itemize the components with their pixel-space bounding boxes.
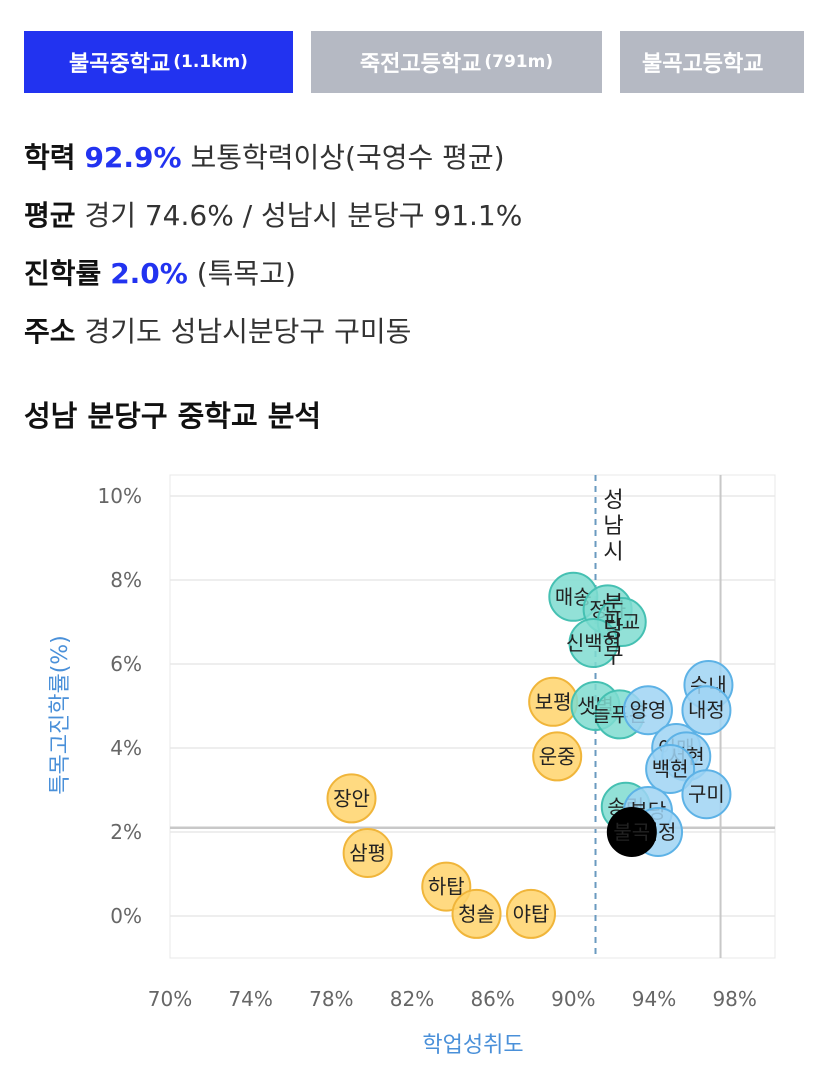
- data-point-bubble-0: [326, 773, 377, 824]
- data-point-bubble-10: [568, 618, 619, 668]
- data-point-14: 양영: [622, 685, 673, 736]
- scatter-chart: 장안삼평하탑청솔야탑보평운중매송정자판교신백현샛별늘푸른송림양영수내내정이매서현…: [48, 474, 776, 1058]
- data-point-6: 운중: [532, 731, 583, 782]
- data-point-1: 삼평: [342, 828, 393, 878]
- tab-school-1[interactable]: 죽전고등학교 (791m): [311, 31, 602, 93]
- data-point-label-0: 장안: [333, 786, 370, 810]
- data-point-label-4: 야탑: [513, 902, 550, 926]
- info-achievement: 학력 92.9% 보통학력이상(국영수 평균): [24, 140, 505, 176]
- tab-school-2[interactable]: 불곡고등학교: [620, 31, 804, 93]
- x-tick-label-0: 70%: [148, 987, 192, 1011]
- advancement-value: 2.0%: [110, 257, 188, 290]
- tab-school-0-name: 불곡중학교: [69, 52, 171, 77]
- average-key: 평균: [24, 199, 76, 232]
- district-average-label-char-6: 구: [603, 644, 623, 669]
- district-average-label-char-1: 남: [603, 514, 623, 539]
- district-average-label-char-0: 성: [603, 488, 623, 513]
- advancement-key: 진학률: [24, 257, 102, 290]
- tab-school-0[interactable]: 불곡중학교 (1.1km): [24, 31, 293, 93]
- school-tabs: 불곡중학교 (1.1km) 죽전고등학교 (791m) 불곡고등학교: [24, 31, 804, 93]
- data-point-label-2: 하탑: [428, 875, 465, 899]
- data-point-label-23: 불곡: [613, 820, 650, 844]
- data-point-bubble-4: [505, 888, 556, 939]
- y-tick-label-0: 0%: [110, 904, 142, 928]
- data-point-0: 장안: [326, 773, 377, 824]
- data-point-bubble-20: [681, 769, 732, 820]
- data-point-16: 내정: [681, 685, 732, 736]
- data-point-bubble-23: [606, 807, 657, 857]
- y-tick-label-2: 4%: [110, 736, 142, 760]
- district-average-label-char-4: 분: [603, 592, 623, 617]
- data-point-label-20: 구미: [688, 782, 725, 806]
- data-point-10: 신백현: [566, 618, 621, 668]
- x-tick-label-2: 78%: [309, 987, 353, 1011]
- district-average-label: 성남시 분당구: [603, 488, 623, 669]
- data-point-bubble-19: [645, 744, 696, 794]
- data-point-label-3: 청솔: [458, 902, 495, 926]
- district-average-label-char-2: 시: [603, 540, 623, 565]
- info-average: 평균 경기 74.6% / 성남시 분당구 91.1%: [24, 198, 522, 234]
- data-point-20: 구미: [681, 769, 732, 820]
- address-key: 주소: [24, 315, 76, 348]
- tab-school-2-name: 불곡고등학교: [642, 52, 764, 77]
- achievement-desc: 보통학력이상(국영수 평균): [190, 141, 505, 174]
- data-point-label-6: 운중: [539, 744, 576, 768]
- data-point-3: 청솔: [451, 888, 502, 939]
- achievement-value: 92.9%: [84, 141, 182, 174]
- data-point-label-14: 양영: [630, 698, 667, 722]
- advancement-desc: (특목고): [196, 257, 296, 290]
- address-desc: 경기도 성남시분당구 구미동: [84, 315, 412, 348]
- x-axis-label: 학업성취도: [422, 1033, 523, 1058]
- data-point-label-1: 삼평: [349, 841, 386, 865]
- y-tick-label-3: 6%: [110, 652, 142, 676]
- x-tick-label-7: 98%: [712, 987, 756, 1011]
- y-tick-label-4: 8%: [110, 568, 142, 592]
- plot-area: [169, 474, 776, 959]
- y-tick-label-1: 2%: [110, 820, 142, 844]
- x-tick-label-5: 90%: [551, 987, 595, 1011]
- x-tick-label-6: 94%: [632, 987, 676, 1011]
- info-address: 주소 경기도 성남시분당구 구미동: [24, 314, 411, 350]
- data-point-label-19: 백현: [652, 757, 689, 781]
- info-advancement: 진학률 2.0% (특목고): [24, 256, 296, 292]
- data-point-4: 야탑: [505, 888, 556, 939]
- data-point-5: 보평: [528, 676, 579, 727]
- data-point-bubble-1: [342, 828, 393, 878]
- x-tick-label-1: 74%: [228, 987, 272, 1011]
- data-point-label-16: 내정: [688, 698, 725, 722]
- average-desc: 경기 74.6% / 성남시 분당구 91.1%: [84, 199, 523, 232]
- tab-school-1-distance: (791m): [484, 52, 554, 72]
- achievement-key: 학력: [24, 141, 76, 174]
- x-tick-label-4: 86%: [470, 987, 514, 1011]
- tab-school-1-name: 죽전고등학교: [359, 52, 482, 77]
- y-tick-label-5: 10%: [98, 484, 142, 508]
- data-point-bubble-3: [451, 888, 502, 939]
- x-tick-label-3: 82%: [390, 987, 434, 1011]
- data-point-19: 백현: [645, 744, 696, 794]
- data-point-bubble-6: [532, 731, 583, 782]
- data-point-label-5: 보평: [535, 690, 572, 714]
- data-point-label-10: 신백현: [566, 631, 621, 655]
- tab-school-0-distance: (1.1km): [173, 52, 248, 72]
- section-title: 성남 분당구 중학교 분석: [24, 399, 322, 433]
- data-point-bubble-14: [622, 685, 673, 736]
- y-axis-label: 특목고진학률(%): [48, 635, 73, 795]
- data-point-23: 불곡: [606, 807, 657, 857]
- data-point-bubble-16: [681, 685, 732, 736]
- district-average-label-char-5: 당: [603, 618, 623, 643]
